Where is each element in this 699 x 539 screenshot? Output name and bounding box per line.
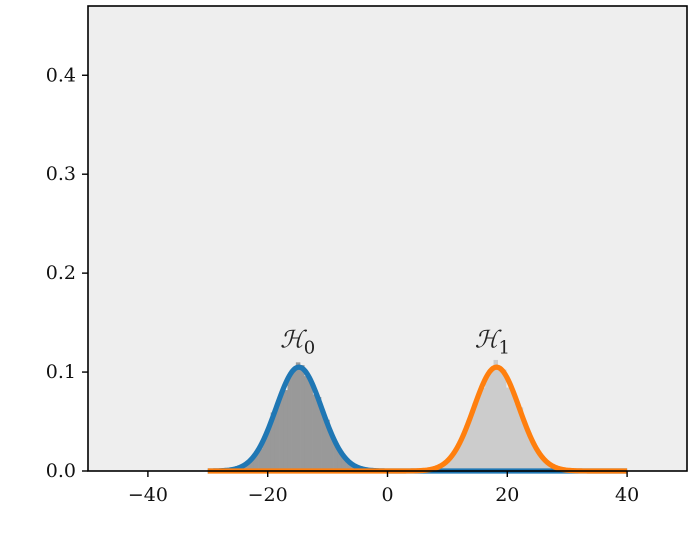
histogram-bar (514, 403, 519, 471)
histogram-bar (476, 396, 482, 471)
histogram-bar (295, 362, 301, 471)
histogram-bar (270, 412, 276, 471)
y-tick-label: 0.2 (46, 262, 76, 284)
x-tick-label: 20 (495, 484, 519, 506)
histogram-bar (249, 459, 255, 471)
histogram-bar (321, 412, 326, 471)
histogram-bar (527, 432, 532, 471)
histogram-bar (489, 370, 494, 471)
histogram-bar (480, 387, 486, 471)
histogram-bar (274, 407, 280, 471)
y-tick-label: 0.0 (46, 460, 76, 482)
histogram-bar (451, 454, 457, 471)
x-axis: −40 −20 0 20 40 (128, 471, 639, 506)
x-tick-label: 0 (381, 484, 393, 506)
histogram-bar (518, 407, 524, 471)
y-axis: 0.0 0.1 0.2 0.3 0.4 (46, 64, 88, 482)
y-tick-label: 0.1 (46, 361, 76, 383)
histogram-bar (253, 453, 259, 471)
histogram-bar (279, 393, 284, 471)
histogram-bar (291, 368, 297, 471)
histogram-bar (258, 448, 263, 471)
histogram-bar (468, 415, 473, 471)
histogram-bar (501, 369, 507, 471)
histogram-bar (287, 375, 292, 471)
histogram-bar (455, 446, 461, 471)
hypothesis-label-1: ℋ1 (475, 325, 510, 358)
x-tick-label: −20 (248, 484, 288, 506)
histogram-bar (245, 462, 251, 471)
x-tick-label: −40 (128, 484, 168, 506)
annotations: ℋ0 ℋ1 (280, 325, 510, 358)
histogram-bar (497, 368, 503, 471)
histogram-bar (459, 439, 465, 471)
histogram-bar (443, 462, 448, 471)
histogram-bar (329, 435, 334, 471)
histogram-bar (543, 460, 549, 471)
histogram-bar (535, 450, 540, 471)
hypothesis-label-0: ℋ0 (280, 325, 315, 358)
histogram-bar (447, 458, 452, 471)
histogram-bar (493, 359, 499, 471)
histogram-bar (300, 365, 305, 471)
histogram-bar (472, 402, 478, 471)
histogram-bar (510, 388, 515, 471)
histogram-bar (539, 456, 545, 471)
histogram-bar (316, 397, 322, 471)
histogram-bar (531, 444, 536, 471)
histogram-bar (506, 387, 511, 471)
histogram-bar (283, 390, 288, 471)
histogram-bar (312, 394, 318, 471)
histogram-bar (333, 442, 339, 471)
histogram-bar (464, 425, 469, 471)
histogram-bar (308, 381, 313, 471)
histogram-bar (266, 428, 271, 471)
histogram-bar (522, 423, 528, 471)
histogram-bar (341, 456, 347, 471)
histogram-bar (325, 419, 330, 471)
histogram-bar (304, 376, 309, 471)
histogram-bar (485, 377, 490, 471)
histogram-bar (337, 452, 343, 471)
y-tick-label: 0.3 (46, 163, 76, 185)
histogram-bar (346, 461, 351, 471)
x-tick-label: 40 (615, 484, 639, 506)
plot-area (88, 6, 687, 471)
histogram-bar (262, 436, 267, 471)
y-tick-label: 0.4 (46, 64, 76, 86)
